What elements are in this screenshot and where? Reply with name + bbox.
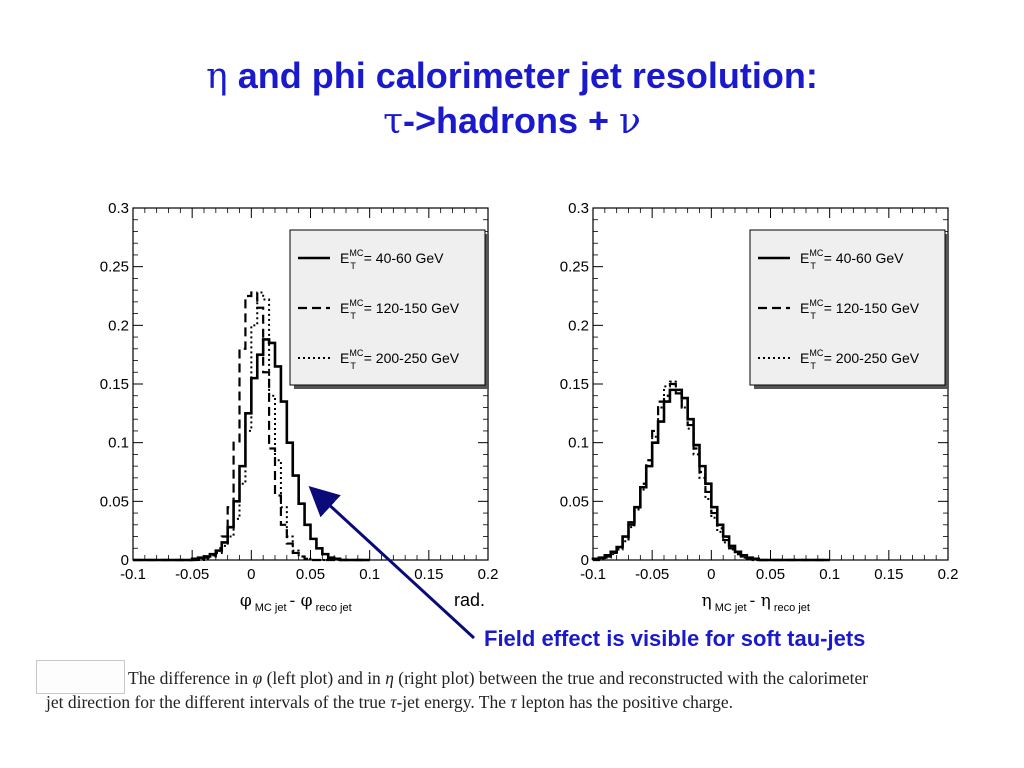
legend-entry: EMC T = 40-60 GeV — [800, 248, 904, 271]
legend-name-sup: MC — [809, 248, 823, 258]
x-tick-label: 0 — [707, 566, 715, 583]
legend-box — [749, 229, 946, 386]
x-axis-label-xlabel-main: φ — [240, 591, 252, 611]
legend-name-sup: MC — [809, 348, 823, 358]
x-axis-label-xlabel-sub1: MC jet — [255, 602, 287, 614]
legend-name-main: E — [340, 350, 349, 366]
legend-entry: EMC T = 200-250 GeV — [340, 348, 460, 371]
x-tick-label: -0.1 — [580, 566, 606, 583]
x-axis-label-xlabel-main: η — [702, 591, 712, 611]
legend-name-sub: T — [350, 361, 356, 371]
legend-name-range: = 40-60 GeV — [820, 250, 904, 266]
legend-name-sub: T — [350, 261, 356, 271]
histogram-series-dashed — [133, 291, 370, 562]
slide-title-line2: τ->hadrons + ν — [0, 100, 1024, 143]
caption-text: -jet energy. The — [396, 692, 511, 712]
legend-name-sub: T — [350, 311, 356, 321]
field-effect-annotation: Field effect is visible for soft tau-jet… — [484, 626, 866, 651]
legend-name-range: = 40-60 GeV — [360, 250, 444, 266]
legend-entry: EMC T = 120-150 GeV — [800, 298, 920, 321]
x-axis-label-xlabel-mid: - η — [750, 591, 771, 611]
x-axis-unit: rad. — [454, 590, 485, 610]
x-tick-label: -0.1 — [120, 566, 146, 583]
histogram-series-dashed — [593, 382, 830, 562]
legend-name-main: E — [800, 350, 809, 366]
y-tick-label: 0 — [121, 552, 129, 569]
y-tick-label: 0.2 — [108, 317, 129, 334]
legend-entry: EMC T = 40-60 GeV — [340, 248, 444, 271]
y-tick-label: 0.1 — [108, 435, 129, 452]
legend-name-range: = 120-150 GeV — [820, 300, 920, 316]
legend-name-sub: T — [810, 361, 816, 371]
x-axis-label: η MC jet - η reco jet — [702, 591, 810, 614]
caption-eta-symbol: η — [385, 668, 394, 688]
caption-line1: The difference in φ (left plot) and in η… — [46, 666, 986, 690]
y-tick-label: 0.15 — [560, 376, 589, 393]
histogram-series-dotted — [133, 291, 370, 561]
caption-text: The difference in — [128, 668, 253, 688]
x-tick-label: 0.15 — [874, 566, 903, 583]
slide-title-line1: η and phi calorimeter jet resolution: — [0, 55, 1024, 98]
legend-name-range: = 120-150 GeV — [360, 300, 460, 316]
y-tick-label: 0.3 — [108, 200, 129, 217]
legend-name-sup: MC — [349, 248, 363, 258]
caption-tau-symbol: τ — [390, 692, 397, 712]
caption-text: (left plot) and in — [262, 668, 386, 688]
x-tick-label: 0.1 — [359, 566, 380, 583]
y-tick-label: 0.05 — [560, 493, 589, 510]
caption-text: (right plot) between the true and recons… — [393, 668, 869, 688]
y-tick-label: 0.25 — [100, 259, 129, 276]
legend-name-sup: MC — [809, 298, 823, 308]
x-axis-label: φ MC jet - φ reco jet — [240, 591, 352, 614]
legend-name-sup: MC — [349, 298, 363, 308]
legend-name-main: E — [800, 250, 809, 266]
x-tick-label: 0.15 — [414, 566, 443, 583]
title-line2-text: ->hadrons + — [402, 100, 620, 141]
x-tick-label: 0.2 — [478, 566, 499, 583]
caption-text: jet direction for the different interval… — [46, 692, 391, 712]
x-tick-label: -0.05 — [175, 566, 209, 583]
legend-name-sub: T — [810, 311, 816, 321]
y-tick-label: 0 — [581, 552, 589, 569]
y-tick-label: 0.05 — [100, 493, 129, 510]
legend-name-sub: T — [810, 261, 816, 271]
phi-resolution-plot: 0 0.05 0.1 0.15 0.2 0.25 0.3 -0.1 -0.05 0 0.05 0.1 0… — [100, 200, 499, 614]
legend-name-main: E — [340, 250, 349, 266]
legend-entry: EMC T = 200-250 GeV — [800, 348, 920, 371]
histogram-series-dotted — [593, 380, 830, 561]
legend-box — [289, 229, 486, 386]
caption-phi-symbol: φ — [252, 668, 263, 688]
x-tick-label: 0.05 — [756, 566, 785, 583]
legend-name-main: E — [340, 300, 349, 316]
tau-symbol: τ — [383, 101, 403, 142]
caption-text: lepton has the positive charge. — [516, 692, 734, 712]
figure-caption: The difference in φ (left plot) and in η… — [46, 666, 986, 714]
y-tick-label: 0.3 — [568, 200, 589, 217]
title-line1-text: and phi calorimeter jet resolution: — [227, 55, 818, 96]
nu-symbol: ν — [619, 101, 641, 142]
eta-resolution-plot: 0 0.05 0.1 0.15 0.2 0.25 0.3 -0.1 -0.05 0 0.05 0.1 0… — [560, 200, 959, 614]
legend-name-main: E — [800, 300, 809, 316]
x-axis-label-xlabel-mid: - φ — [290, 591, 313, 611]
x-tick-label: 0.2 — [938, 566, 959, 583]
legend-name-range: = 200-250 GeV — [360, 350, 460, 366]
caption-placeholder-box — [36, 660, 125, 694]
x-tick-label: 0.05 — [296, 566, 325, 583]
legend-entry: EMC T = 120-150 GeV — [340, 298, 460, 321]
eta-symbol: η — [206, 56, 228, 97]
caption-line2: jet direction for the different interval… — [46, 692, 733, 712]
y-tick-label: 0.15 — [100, 376, 129, 393]
x-axis-label-xlabel-sub1: MC jet — [715, 602, 747, 614]
caption-tau-symbol: τ — [510, 692, 517, 712]
legend-name-sup: MC — [349, 348, 363, 358]
y-tick-label: 0.2 — [568, 317, 589, 334]
y-tick-label: 0.1 — [568, 435, 589, 452]
x-axis-label-xlabel-sub2: reco jet — [774, 602, 810, 614]
x-tick-label: -0.05 — [635, 566, 669, 583]
x-axis-label-xlabel-sub2: reco jet — [316, 602, 352, 614]
x-tick-label: 0 — [247, 566, 255, 583]
legend-name-range: = 200-250 GeV — [820, 350, 920, 366]
x-tick-label: 0.1 — [819, 566, 840, 583]
y-tick-label: 0.25 — [560, 259, 589, 276]
